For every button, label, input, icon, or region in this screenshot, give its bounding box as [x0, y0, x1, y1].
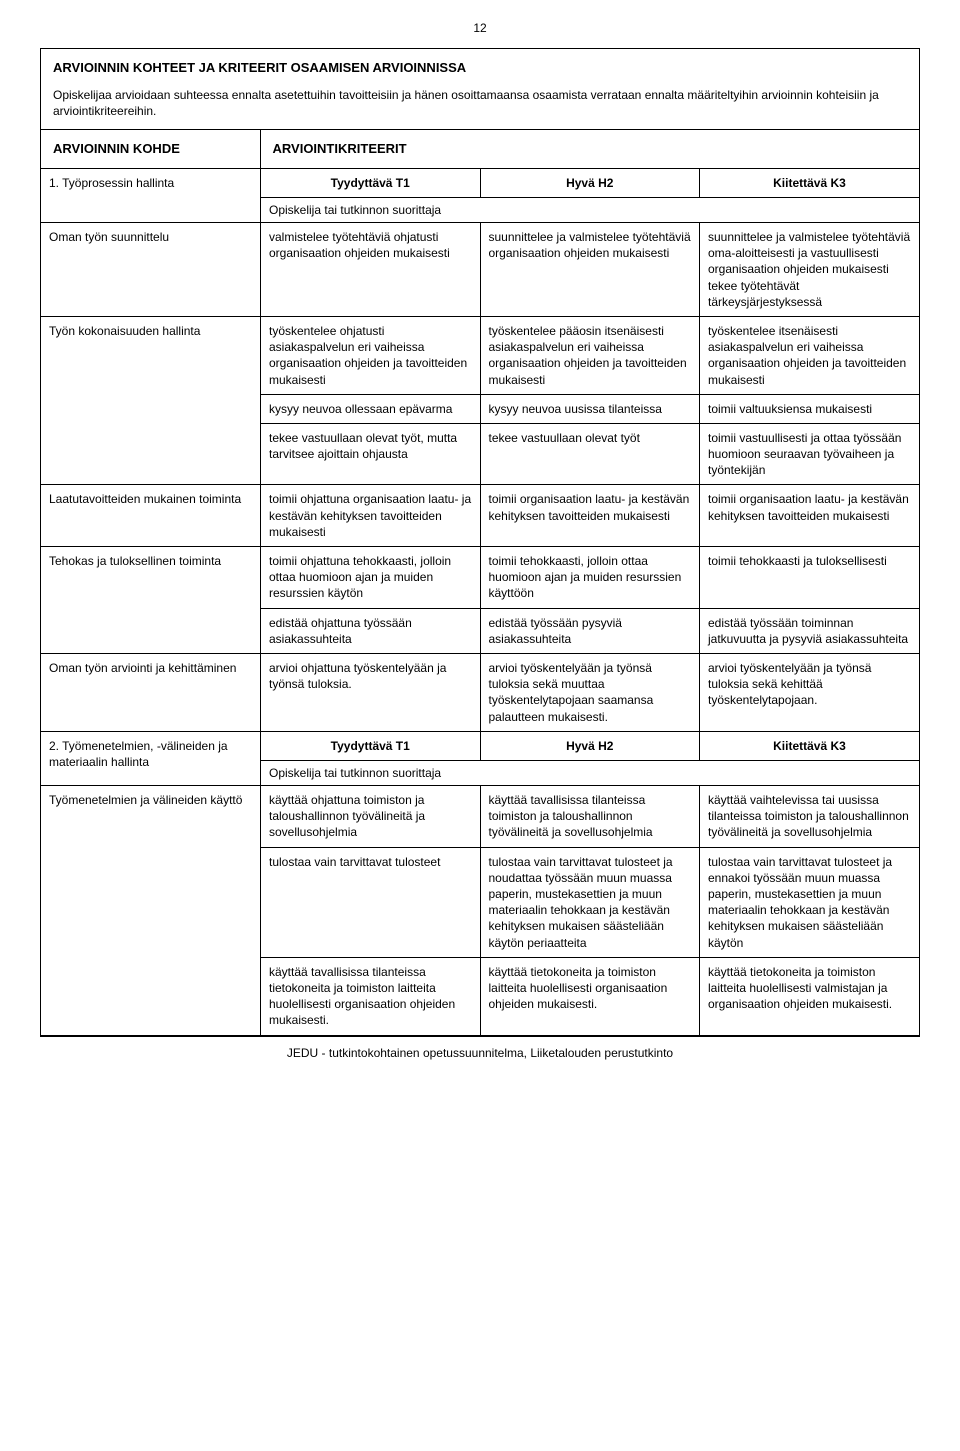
cell-t1: kysyy neuvoa ollessaan epävarma: [261, 394, 481, 423]
level-k3: Kiitettävä K3: [700, 731, 920, 760]
kriteerit-header: ARVIOINTIKRITEERIT: [261, 130, 920, 168]
cell-t1: käyttää ohjattuna toimiston ja taloushal…: [261, 786, 481, 848]
cell-t1: tulostaa vain tarvittavat tulosteet: [261, 847, 481, 957]
cell-h2: toimii organisaation laatu- ja kestävän …: [480, 485, 700, 547]
cell-k3: suunnittelee ja valmistelee työtehtäviä …: [700, 223, 920, 317]
section2-level-row: 2. Työmenetelmien, -välineiden ja materi…: [41, 731, 919, 760]
cell-k3: toimii valtuuksiensa mukaisesti: [700, 394, 920, 423]
cell-k3: tulostaa vain tarvittavat tulosteet ja e…: [700, 847, 920, 957]
cell-k3: käyttää tietokoneita ja toimiston laitte…: [700, 957, 920, 1035]
page-number: 12: [40, 20, 920, 36]
footer-text: JEDU - tutkintokohtainen opetussuunnitel…: [40, 1045, 920, 1061]
cell-h2: arvioi työskentelyään ja työnsä tuloksia…: [480, 653, 700, 731]
section2-heading: 2. Työmenetelmien, -välineiden ja materi…: [41, 731, 261, 785]
document-frame: ARVIOINNIN KOHTEET JA KRITEERIT OSAAMISE…: [40, 48, 920, 1036]
row-label: Työmenetelmien ja välineiden käyttö: [41, 786, 261, 1035]
cell-h2: toimii tehokkaasti, jolloin ottaa huomio…: [480, 547, 700, 609]
cell-h2: käyttää tavallisissa tilanteissa toimist…: [480, 786, 700, 848]
table-row: Laatutavoitteiden mukainen toiminta toim…: [41, 485, 919, 547]
row-label: Oman työn suunnittelu: [41, 223, 261, 317]
cell-k3: edistää työssään toiminnan jatkuvuutta j…: [700, 608, 920, 653]
cell-k3: arvioi työskentelyään ja työnsä tuloksia…: [700, 653, 920, 731]
kohde-header: ARVIOINNIN KOHDE: [41, 130, 261, 168]
level-t1: Tyydyttävä T1: [261, 169, 481, 198]
cell-h2: suunnittelee ja valmistelee työtehtäviä …: [480, 223, 700, 317]
cell-t1: tekee vastuullaan olevat työt, mutta tar…: [261, 423, 481, 485]
level-h2: Hyvä H2: [480, 731, 700, 760]
cell-t1: edistää ohjattuna työssään asiakassuhtei…: [261, 608, 481, 653]
suorittaja-text: Opiskelija tai tutkinnon suorittaja: [261, 197, 920, 222]
cell-t1: arvioi ohjattuna työskentelyään ja työns…: [261, 653, 481, 731]
cell-t1: toimii ohjattuna tehokkaasti, jolloin ot…: [261, 547, 481, 609]
cell-h2: edistää työssään pysyviä asiakassuhteita: [480, 608, 700, 653]
cell-h2: tulostaa vain tarvittavat tulosteet ja n…: [480, 847, 700, 957]
cell-t1: toimii ohjattuna organisaation laatu- ja…: [261, 485, 481, 547]
cell-h2: työskentelee pääosin itsenäisesti asiaka…: [480, 316, 700, 394]
cell-h2: tekee vastuullaan olevat työt: [480, 423, 700, 485]
intro-text: Opiskelijaa arvioidaan suhteessa ennalta…: [53, 87, 907, 119]
section1-level-row: 1. Työprosessin hallinta Tyydyttävä T1 H…: [41, 169, 919, 198]
suorittaja-text: Opiskelija tai tutkinnon suorittaja: [261, 760, 920, 785]
row-label: Laatutavoitteiden mukainen toiminta: [41, 485, 261, 547]
row-label: Tehokas ja tuloksellinen toiminta: [41, 547, 261, 654]
cell-t1: valmistelee työtehtäviä ohjatusti organi…: [261, 223, 481, 317]
table-row: Tehokas ja tuloksellinen toiminta toimii…: [41, 547, 919, 609]
row-label: Työn kokonaisuuden hallinta: [41, 316, 261, 485]
column-header-row: ARVIOINNIN KOHDE ARVIOINTIKRITEERIT: [41, 130, 919, 169]
level-t1: Tyydyttävä T1: [261, 731, 481, 760]
cell-h2: käyttää tietokoneita ja toimiston laitte…: [480, 957, 700, 1035]
header-section: ARVIOINNIN KOHTEET JA KRITEERIT OSAAMISE…: [41, 49, 919, 130]
cell-k3: toimii vastuullisesti ja ottaa työssään …: [700, 423, 920, 485]
cell-h2: kysyy neuvoa uusissa tilanteissa: [480, 394, 700, 423]
criteria-table: 1. Työprosessin hallinta Tyydyttävä T1 H…: [41, 169, 919, 1036]
level-k3: Kiitettävä K3: [700, 169, 920, 198]
table-row: Oman työn arviointi ja kehittäminen arvi…: [41, 653, 919, 731]
cell-k3: toimii tehokkaasti ja tuloksellisesti: [700, 547, 920, 609]
row-label: Oman työn arviointi ja kehittäminen: [41, 653, 261, 731]
document-title: ARVIOINNIN KOHTEET JA KRITEERIT OSAAMISE…: [53, 59, 907, 77]
cell-t1: työskentelee ohjatusti asiakaspalvelun e…: [261, 316, 481, 394]
cell-k3: käyttää vaihtelevissa tai uusissa tilant…: [700, 786, 920, 848]
table-row: Oman työn suunnittelu valmistelee työteh…: [41, 223, 919, 317]
cell-k3: työskentelee itsenäisesti asiakaspalvelu…: [700, 316, 920, 394]
section1-heading: 1. Työprosessin hallinta: [41, 169, 261, 223]
level-h2: Hyvä H2: [480, 169, 700, 198]
cell-t1: käyttää tavallisissa tilanteissa tietoko…: [261, 957, 481, 1035]
cell-k3: toimii organisaation laatu- ja kestävän …: [700, 485, 920, 547]
table-row: Työn kokonaisuuden hallinta työskentelee…: [41, 316, 919, 394]
table-row: Työmenetelmien ja välineiden käyttö käyt…: [41, 786, 919, 848]
